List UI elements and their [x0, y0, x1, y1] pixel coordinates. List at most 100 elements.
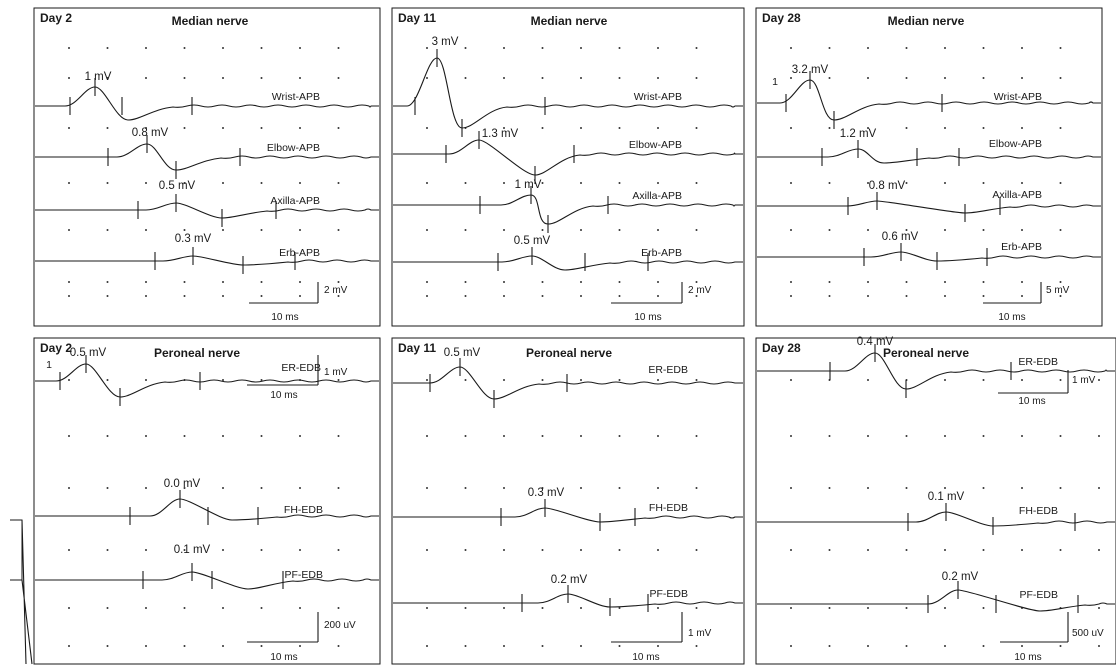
grid-dot: [503, 645, 505, 647]
grid-dot: [657, 47, 659, 49]
trace-line: [393, 366, 743, 400]
grid-dot: [222, 487, 224, 489]
amplitude-label: 0.0 mV: [164, 478, 201, 490]
grid-dot: [68, 295, 70, 297]
grid-dot: [183, 487, 186, 489]
trace-line: [757, 148, 1101, 164]
grid-dot: [580, 47, 582, 49]
trace-label: FH-EDB: [649, 502, 688, 514]
grid-dot: [580, 295, 582, 297]
grid-dot: [580, 229, 582, 231]
grid-dot: [106, 379, 109, 381]
grid-dot: [867, 229, 869, 231]
grid-dot: [944, 281, 946, 283]
grid-dot: [106, 295, 109, 297]
grid-dot: [944, 549, 946, 551]
grid-dot: [944, 77, 946, 79]
grid-dot: [260, 229, 263, 231]
panel-day-label: Day 2: [40, 341, 72, 355]
grid-dot: [1021, 77, 1023, 79]
peroneal-nerve-panel-3: Day 28 Peroneal nerve ER-EDB 0.4 mV FH-EDB 0.…: [755, 336, 1116, 665]
grid-dot: [1059, 182, 1062, 184]
grid-dot: [541, 549, 544, 551]
grid-dot: [828, 77, 831, 79]
grid-dot: [426, 645, 428, 647]
amplitude-label: 0.2 mV: [942, 571, 979, 583]
panel-title: Peroneal nerve: [154, 346, 240, 360]
grid-dot: [464, 47, 467, 49]
grid-dot: [222, 127, 224, 129]
amplitude-label: 0.6 mV: [882, 231, 919, 243]
grid-dot: [618, 435, 621, 437]
grid-dot: [503, 182, 505, 184]
trace-label: PF-EDB: [1019, 589, 1058, 601]
grid-dot: [183, 182, 186, 184]
grid-dot: [299, 77, 301, 79]
trace-line: [393, 57, 743, 129]
grid-dot: [68, 379, 70, 381]
grid-dot: [464, 379, 467, 381]
grid-dot: [867, 295, 869, 297]
grid-dot: [790, 77, 792, 79]
grid-dot: [426, 47, 428, 49]
grid-dot: [1021, 549, 1023, 551]
grid-dot: [1098, 645, 1100, 647]
trace-line: [35, 202, 379, 219]
trace-label: Erb-APB: [1001, 241, 1042, 253]
grid-dot: [657, 645, 659, 647]
trace-label: FH-EDB: [1019, 505, 1058, 517]
grid-dot: [695, 281, 698, 283]
grid-dot: [580, 487, 582, 489]
grid-dot: [145, 229, 147, 231]
grid-dot: [299, 229, 301, 231]
grid-dot: [1021, 47, 1023, 49]
grid-dot: [618, 295, 621, 297]
grid-dot: [222, 182, 224, 184]
grid-dot: [68, 229, 70, 231]
grid-dot: [1021, 487, 1023, 489]
trace-label: Axilla-APB: [992, 189, 1042, 201]
grid-dot: [541, 182, 544, 184]
grid-dot: [503, 379, 505, 381]
panel-frame: [755, 7, 1103, 327]
grid-dot: [1098, 435, 1100, 437]
grid-dot: [580, 379, 582, 381]
grid-dot: [828, 549, 831, 551]
grid-dot: [580, 182, 582, 184]
grid-dot: [260, 607, 263, 609]
grid-dot: [541, 77, 544, 79]
grid-dot: [337, 229, 340, 231]
grid-dot: [944, 645, 946, 647]
grid-dot: [68, 182, 70, 184]
trace-label: Erb-APB: [279, 247, 320, 259]
grid-dot: [905, 549, 908, 551]
stimulus-artifact-tail: [21, 519, 33, 665]
trace-label: ER-EDB: [1018, 356, 1058, 368]
grid-dot: [426, 487, 428, 489]
amplitude-scale-label: 1 mV: [688, 628, 712, 639]
grid-dot: [905, 435, 908, 437]
grid-dot: [426, 379, 428, 381]
amplitude-scale-label: 2 mV: [688, 285, 712, 296]
grid-dot: [337, 127, 340, 129]
grid-dot: [1059, 47, 1062, 49]
grid-dot: [580, 645, 582, 647]
time-scale-label: 10 ms: [1018, 396, 1045, 407]
panel-day-label: Day 28: [762, 11, 801, 25]
grid-dot: [905, 77, 908, 79]
grid-dot: [426, 77, 428, 79]
peroneal-nerve-panel-1: Day 2 Peroneal nerve ER-EDB 0.5 mV 1 FH-EDB 0.…: [10, 337, 381, 665]
grid-dot: [618, 607, 621, 609]
grid-dot: [503, 295, 505, 297]
grid-dot: [790, 607, 792, 609]
grid-dot: [828, 47, 831, 49]
grid-dot: [790, 127, 792, 129]
grid-dot: [580, 549, 582, 551]
grid-dot: [426, 127, 428, 129]
grid-dot: [867, 77, 869, 79]
grid-dot: [695, 607, 698, 609]
grid-dot: [260, 645, 263, 647]
grid-dot: [503, 127, 505, 129]
grid-dot: [828, 435, 831, 437]
grid-dot: [299, 47, 301, 49]
